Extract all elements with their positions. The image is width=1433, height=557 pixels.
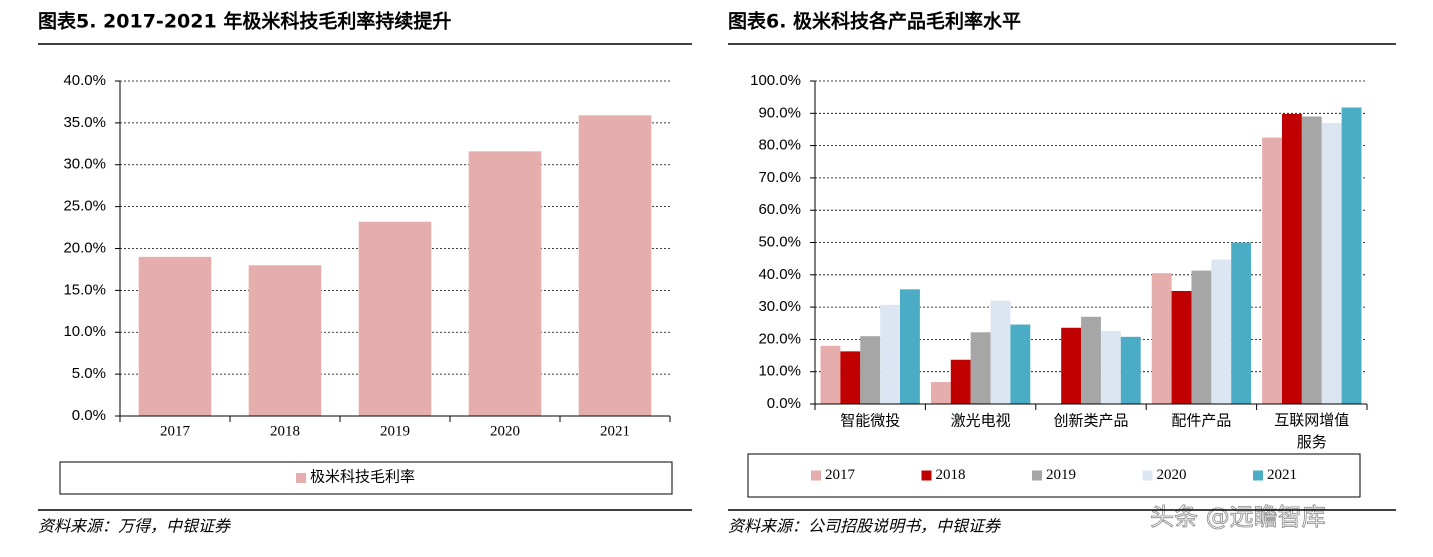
- legend-box: [747, 453, 1361, 498]
- bar: [248, 265, 322, 416]
- bar: [1171, 290, 1192, 404]
- y-tick-label: 10.0%: [758, 363, 801, 380]
- bar: [930, 382, 951, 404]
- y-tick-label: 35.0%: [63, 114, 106, 131]
- bar: [1120, 336, 1141, 404]
- legend-label: 2020: [1157, 467, 1187, 483]
- bar: [880, 304, 901, 404]
- chart-title: 图表5. 2017-2021 年极米科技毛利率持续提升: [38, 10, 451, 33]
- bar: [840, 351, 861, 404]
- bar: [990, 300, 1011, 404]
- bar: [1341, 107, 1362, 405]
- y-tick-label: 40.0%: [758, 266, 801, 283]
- bar: [820, 345, 841, 404]
- y-tick-label: 90.0%: [758, 104, 801, 121]
- y-tick-label: 70.0%: [758, 169, 801, 186]
- bar: [860, 336, 881, 404]
- legend-swatch: [296, 473, 306, 483]
- x-tick-label: 2018: [270, 423, 300, 439]
- bar: [900, 289, 920, 404]
- legend-swatch: [811, 470, 821, 481]
- x-tick-label: 激光电视: [951, 412, 1011, 429]
- x-tick-label: 2017: [160, 423, 191, 439]
- bar: [468, 151, 542, 416]
- y-tick-label: 20.0%: [63, 239, 106, 256]
- bar: [1081, 316, 1101, 404]
- chart-title: 图表6. 极米科技各产品毛利率水平: [728, 10, 1021, 33]
- bar: [1231, 242, 1252, 404]
- legend-box: [59, 461, 673, 495]
- x-tick-label: 配件产品: [1171, 412, 1231, 429]
- bar: [1262, 137, 1282, 404]
- y-tick-label: 25.0%: [63, 198, 106, 215]
- bar: [1191, 270, 1212, 404]
- y-tick-label: 5.0%: [72, 365, 106, 382]
- bar: [1100, 331, 1121, 404]
- y-tick-label: 100.0%: [750, 72, 801, 89]
- bar: [1010, 324, 1031, 404]
- x-tick-label: 2019: [380, 423, 410, 439]
- legend-label: 2021: [1267, 467, 1297, 483]
- legend-label: 2019: [1046, 467, 1076, 483]
- y-tick-label: 0.0%: [72, 407, 106, 424]
- bar: [1151, 273, 1172, 404]
- x-tick-label: 智能微投: [840, 411, 900, 429]
- source: 资料来源：万得，中银证券: [38, 518, 232, 536]
- bar: [138, 256, 212, 416]
- y-tick-label: 40.0%: [63, 72, 106, 89]
- bar: [1301, 116, 1322, 404]
- legend-label: 2018: [936, 467, 966, 483]
- bar: [1061, 327, 1082, 404]
- legend-label: 2017: [825, 467, 856, 483]
- bar: [1211, 259, 1232, 404]
- bar: [1281, 113, 1302, 405]
- x-tick-label: 2021: [600, 423, 630, 439]
- legend-swatch: [1253, 470, 1263, 481]
- bar: [578, 115, 652, 417]
- bar: [970, 332, 991, 404]
- bar: [358, 221, 432, 416]
- legend-swatch: [1032, 470, 1042, 481]
- x-tick-label: 互联网增值服务: [1274, 412, 1349, 451]
- x-tick-label: 创新类产品: [1053, 412, 1128, 429]
- y-tick-label: 50.0%: [758, 233, 801, 250]
- x-tick-label: 2020: [490, 423, 520, 439]
- bar: [950, 359, 971, 404]
- y-tick-label: 20.0%: [758, 330, 801, 347]
- y-tick-label: 30.0%: [758, 298, 801, 315]
- legend-swatch: [1142, 470, 1153, 481]
- y-tick-label: 30.0%: [63, 156, 106, 173]
- y-tick-label: 80.0%: [758, 137, 801, 154]
- bar: [1321, 122, 1342, 405]
- source: 资料来源：公司招股说明书，中银证券: [728, 518, 1002, 536]
- watermark: 头条 @远瞻智库: [1150, 503, 1326, 531]
- legend-label: 极米科技毛利率: [310, 468, 415, 485]
- y-tick-label: 0.0%: [767, 395, 801, 412]
- y-tick-label: 60.0%: [758, 201, 801, 218]
- y-tick-label: 10.0%: [63, 323, 106, 340]
- y-tick-label: 15.0%: [63, 281, 106, 298]
- legend-swatch: [921, 470, 932, 481]
